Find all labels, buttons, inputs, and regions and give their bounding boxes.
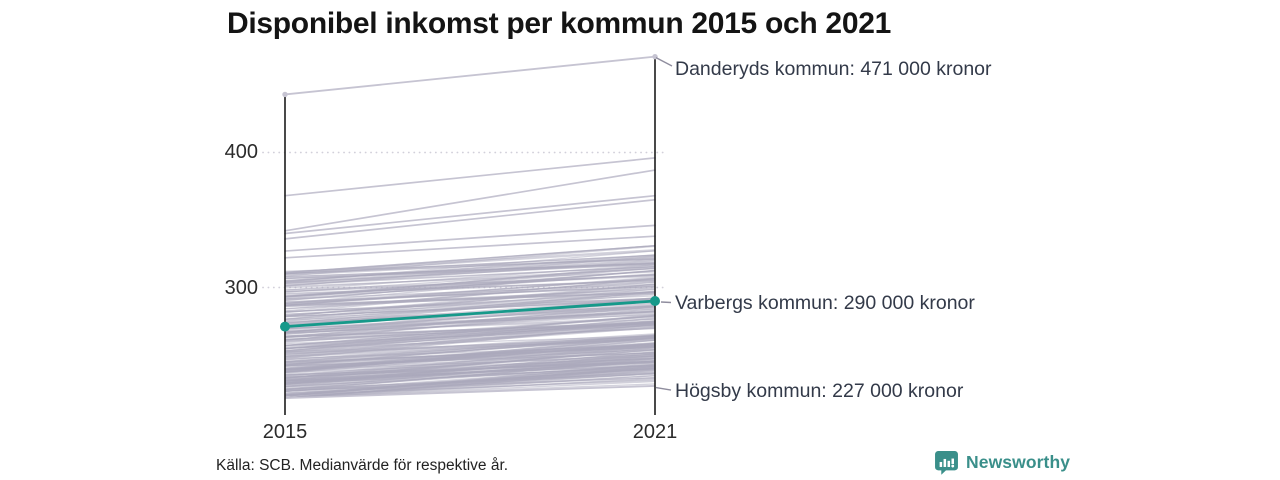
chart-title: Disponibel inkomst per kommun 2015 och 2… — [227, 7, 891, 40]
annotation-varberg: Varbergs kommun: 290 000 kronor — [675, 292, 975, 314]
newsworthy-brand: Newsworthy — [934, 450, 1070, 475]
x-axis-tick-2021: 2021 — [632, 421, 678, 443]
y-axis-tick-300: 300 — [224, 277, 258, 299]
x-axis-tick-2015: 2015 — [262, 421, 308, 443]
annotation-hogsby: Högsby kommun: 227 000 kronor — [675, 380, 964, 402]
annotation-danderyd: Danderyds kommun: 471 000 kronor — [675, 58, 992, 80]
y-axis-tick-400: 400 — [224, 141, 258, 163]
source-note: Källa: SCB. Medianvärde för respektive å… — [216, 457, 509, 474]
newsworthy-wordmark: Newsworthy — [966, 452, 1071, 472]
newsworthy-logo-icon — [935, 451, 958, 475]
